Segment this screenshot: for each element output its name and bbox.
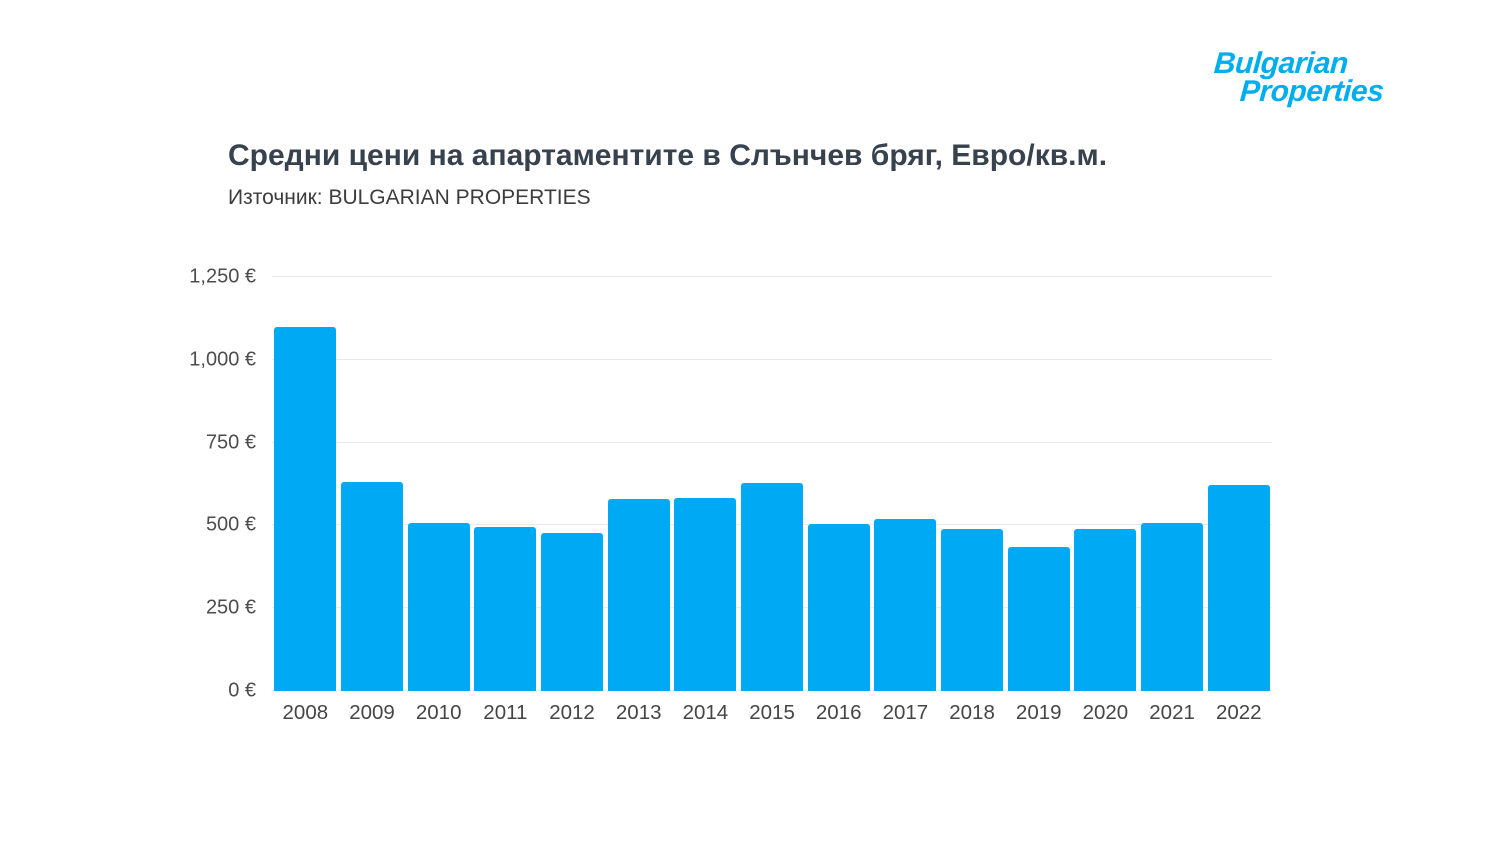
bar-slot [805,277,872,691]
gridline [272,276,1272,277]
bar-slot [872,277,939,691]
bar-2009 [341,482,403,691]
x-tick-label: 2015 [749,701,795,724]
gridline [272,358,1272,360]
bar-slot [1072,277,1139,691]
y-tick-label: 1,250 € [189,265,256,288]
x-tick-label: 2021 [1149,701,1195,724]
x-tick-label: 2010 [415,701,462,724]
bar-slot [1139,277,1206,691]
bar-2015 [741,483,804,691]
bar-slot [472,277,539,691]
bar-2014 [674,498,737,691]
bar-slot [1005,277,1072,691]
bar-slot [672,277,739,691]
bar-2020 [1074,529,1137,691]
plot-area: 0 € 250 € 500 € 750 € 1,000 € 1,250 € [189,266,1272,702]
y-tick-label: 1,000 € [189,348,256,371]
x-tick-label: 2017 [882,701,929,724]
y-tick-label: 0 € [228,679,256,702]
bar-slot [939,277,1006,691]
chart-title: Средни цени на апартаментите в Слънчев б… [228,139,1108,172]
x-tick-label: 2019 [1015,701,1062,724]
bar-slot [605,277,672,691]
bar-2022 [1207,485,1270,691]
logo-line2: Properties [1238,75,1385,108]
x-tick-label: 2012 [549,701,595,724]
x-tick-label: 2018 [949,701,995,724]
bar-2008 [274,326,337,691]
x-tick-label: 2014 [682,701,729,724]
logo-line1: Bulgarian [1212,47,1350,80]
x-tick-label: 2013 [615,701,662,724]
bulgarian-properties-logo: Bulgarian Properties [1211,47,1386,108]
chart-source: Източник: BULGARIAN PROPERTIES [228,186,591,209]
bar-slot [539,277,606,691]
bar-2017 [874,518,937,691]
x-tick-label: 2020 [1082,701,1129,724]
x-tick-label: 2016 [815,701,862,724]
bar-slot [1205,277,1272,691]
x-tick-label: 2022 [1215,701,1262,724]
bar-2016 [807,523,870,691]
bar-2012 [541,532,604,691]
y-tick-label: 750 € [205,431,256,454]
bar-slot [739,277,806,691]
bar-slot [405,277,472,691]
bar-2013 [607,498,670,691]
x-tick-label: 2009 [349,701,395,724]
bar-2021 [1141,523,1204,691]
y-tick-label: 250 € [205,596,256,619]
bar-2018 [941,528,1004,691]
x-tick-label: 2011 [483,701,528,724]
bar-2019 [1007,546,1070,691]
x-tick-label: 2008 [282,701,329,724]
bar-2011 [474,527,537,691]
y-tick-label: 500 € [205,513,256,536]
bar-slot [272,277,339,691]
gridline [272,441,1272,443]
bar-series [272,277,1272,691]
bar-slot [339,277,406,691]
x-axis-labels: 2008 2009 2010 2011 2012 2013 2014 2015 2016 2017… [272,701,1272,725]
bar-2010 [407,522,470,691]
